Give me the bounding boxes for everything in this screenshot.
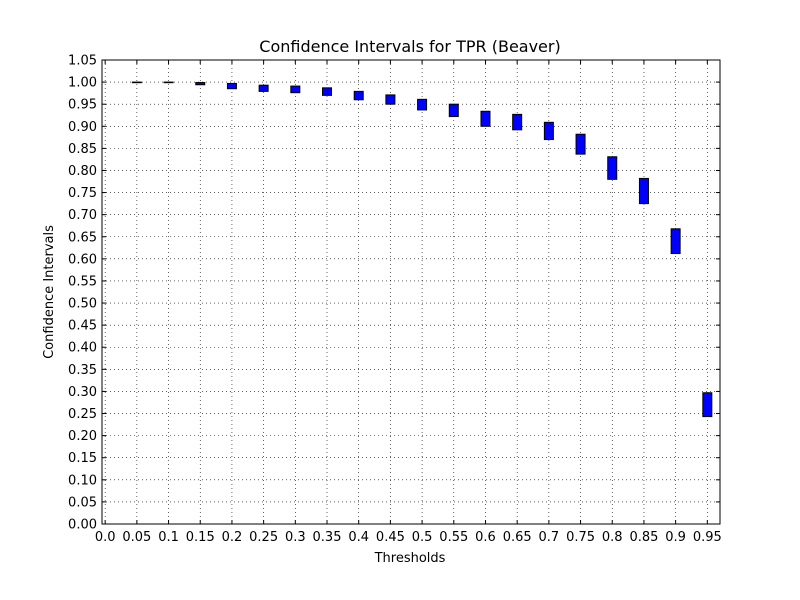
x-tick-label: 0.1 <box>158 530 179 545</box>
y-tick-label: 0.95 <box>68 98 97 113</box>
y-tick-label: 0.55 <box>68 274 97 289</box>
ticks-layer: 0.0 0.05 0.1 0.15 0.2 0.25 0.3 0.35 0.4 0.45 0.5 0.… <box>68 54 722 546</box>
ci-box <box>670 228 681 255</box>
ci-box <box>258 84 269 92</box>
chart-title: Confidence Intervals for TPR (Beaver) <box>259 37 560 56</box>
grid-layer <box>102 59 720 525</box>
y-tick-label: 0.20 <box>68 429 97 444</box>
x-tick-label: 0.9 <box>665 530 686 545</box>
x-tick-label: 0.05 <box>122 530 151 545</box>
x-tick-label: 0.55 <box>439 530 468 545</box>
y-tick-label: 0.85 <box>68 142 97 157</box>
y-tick-label: 0.75 <box>68 186 97 201</box>
y-tick-label: 0.80 <box>68 164 97 179</box>
y-tick-label: 0.00 <box>68 518 97 533</box>
x-axis-label: Thresholds <box>374 551 446 566</box>
ci-box <box>322 87 333 96</box>
y-tick-label: 0.25 <box>68 407 97 422</box>
y-tick-label: 0.45 <box>68 319 97 334</box>
ci-box <box>448 103 459 118</box>
ci-box <box>226 82 237 90</box>
x-tick-label: 0.3 <box>285 530 306 545</box>
x-tick-label: 0.75 <box>566 530 595 545</box>
x-tick-label: 0.85 <box>629 530 658 545</box>
y-tick-label: 0.40 <box>68 341 97 356</box>
ci-box <box>575 133 586 155</box>
x-tick-label: 0.35 <box>313 530 342 545</box>
y-tick-label: 1.00 <box>68 76 97 91</box>
ci-box <box>480 110 491 127</box>
y-tick-label: 0.65 <box>68 230 97 245</box>
x-tick-label: 0.25 <box>249 530 278 545</box>
x-tick-label: 0.65 <box>503 530 532 545</box>
ci-box <box>512 113 523 131</box>
ci-box <box>385 94 396 105</box>
ci-box <box>353 90 364 101</box>
ci-box <box>702 392 713 418</box>
x-tick-label: 0.2 <box>222 530 243 545</box>
ci-box <box>417 98 428 111</box>
ci-box <box>638 177 649 205</box>
y-tick-label: 0.15 <box>68 451 97 466</box>
ci-box <box>131 81 142 84</box>
y-tick-label: 1.05 <box>68 54 97 69</box>
y-tick-label: 0.30 <box>68 385 97 400</box>
x-tick-label: 0.95 <box>693 530 722 545</box>
x-tick-label: 0.5 <box>412 530 433 545</box>
y-tick-label: 0.05 <box>68 495 97 510</box>
y-tick-label: 0.70 <box>68 208 97 223</box>
x-tick-label: 0.7 <box>539 530 560 545</box>
ci-box <box>195 82 206 86</box>
y-tick-label: 0.60 <box>68 252 97 267</box>
x-tick-label: 0.6 <box>475 530 496 545</box>
x-tick-label: 0.8 <box>602 530 623 545</box>
x-tick-label: 0.4 <box>348 530 369 545</box>
plot-frame <box>101 59 721 525</box>
y-tick-label: 0.90 <box>68 120 97 135</box>
y-tick-label: 0.35 <box>68 363 97 378</box>
y-tick-label: 0.50 <box>68 297 97 312</box>
y-axis-label: Confidence Intervals <box>42 225 57 359</box>
ci-box <box>543 121 554 141</box>
boxes-layer <box>131 81 713 418</box>
ci-box <box>607 156 618 180</box>
ci-box <box>290 85 301 94</box>
x-tick-label: 0.15 <box>186 530 215 545</box>
x-tick-label: 0.45 <box>376 530 405 545</box>
x-tick-label: 0.0 <box>95 530 116 545</box>
y-tick-label: 0.10 <box>68 473 97 488</box>
ci-box <box>163 81 174 84</box>
